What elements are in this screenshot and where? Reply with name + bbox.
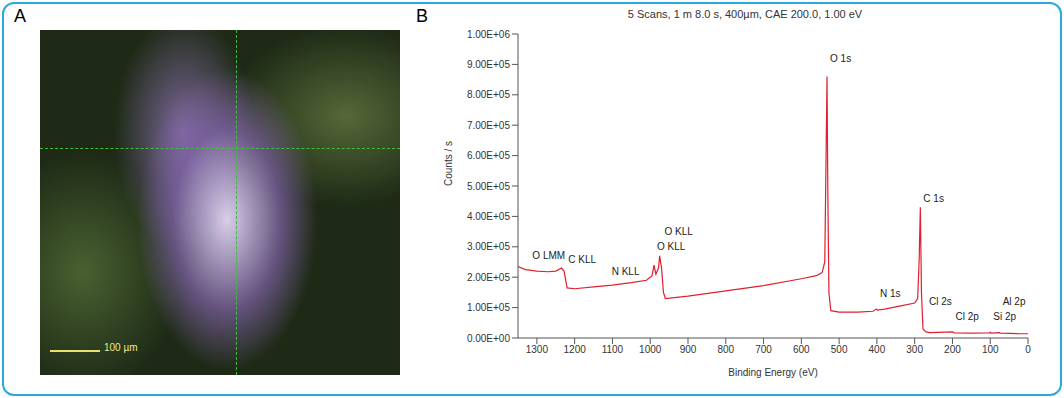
svg-text:4.00E+05: 4.00E+05 [467, 211, 511, 222]
svg-text:O 1s: O 1s [830, 53, 851, 64]
svg-text:1200: 1200 [564, 344, 587, 355]
svg-text:Cl 2s: Cl 2s [929, 296, 952, 307]
svg-text:Al 2p: Al 2p [1003, 296, 1026, 307]
html-text:5 Scans, 1 m 8.0 s, 400µm, CAE: 5 Scans, 1 m 8.0 s, 400µm, CAE 200.0, 1.… [627, 8, 863, 20]
svg-text:Cl 2p: Cl 2p [955, 311, 979, 322]
svg-text:2.00E+05: 2.00E+05 [467, 272, 511, 283]
svg-text:N 1s: N 1s [880, 288, 901, 299]
svg-text:400: 400 [869, 344, 886, 355]
svg-text:1000: 1000 [639, 344, 662, 355]
svg-text:N KLL: N KLL [612, 266, 640, 277]
svg-text:500: 500 [831, 344, 848, 355]
svg-text:1100: 1100 [602, 344, 624, 355]
svg-text:O LMM: O LMM [532, 250, 565, 261]
svg-text:C 1s: C 1s [923, 193, 944, 204]
html-text:A: A [14, 6, 26, 26]
svg-text:7.00E+05: 7.00E+05 [467, 120, 511, 131]
svg-text:Binding Energy (eV): Binding Energy (eV) [728, 367, 818, 378]
svg-text:C KLL: C KLL [568, 254, 596, 265]
svg-text:1300: 1300 [526, 344, 549, 355]
svg-text:8.00E+05: 8.00E+05 [467, 89, 511, 100]
svg-text:100: 100 [982, 344, 999, 355]
svg-text:200: 200 [944, 344, 961, 355]
svg-text:700: 700 [755, 344, 772, 355]
svg-text:600: 600 [793, 344, 810, 355]
svg-text:3.00E+05: 3.00E+05 [467, 241, 511, 252]
svg-text:0: 0 [1025, 344, 1031, 355]
svg-text:Counts / s: Counts / s [443, 141, 454, 186]
svg-text:300: 300 [906, 344, 923, 355]
svg-text:0.00E+00: 0.00E+00 [467, 333, 511, 344]
svg-text:1.00E+05: 1.00E+05 [467, 302, 511, 313]
svg-text:1.00E+06: 1.00E+06 [467, 29, 511, 40]
svg-text:900: 900 [680, 344, 697, 355]
svg-text:Si 2p: Si 2p [993, 311, 1016, 322]
svg-text:800: 800 [717, 344, 734, 355]
svg-text:O KLL: O KLL [665, 226, 694, 237]
svg-text:9.00E+05: 9.00E+05 [467, 59, 511, 70]
svg-text:5.00E+05: 5.00E+05 [467, 181, 511, 192]
svg-text:6.00E+05: 6.00E+05 [467, 150, 511, 161]
html-text:B: B [416, 6, 428, 26]
html-text:100 µm: 100 µm [104, 342, 138, 353]
svg-text:O KLL: O KLL [657, 241, 686, 252]
